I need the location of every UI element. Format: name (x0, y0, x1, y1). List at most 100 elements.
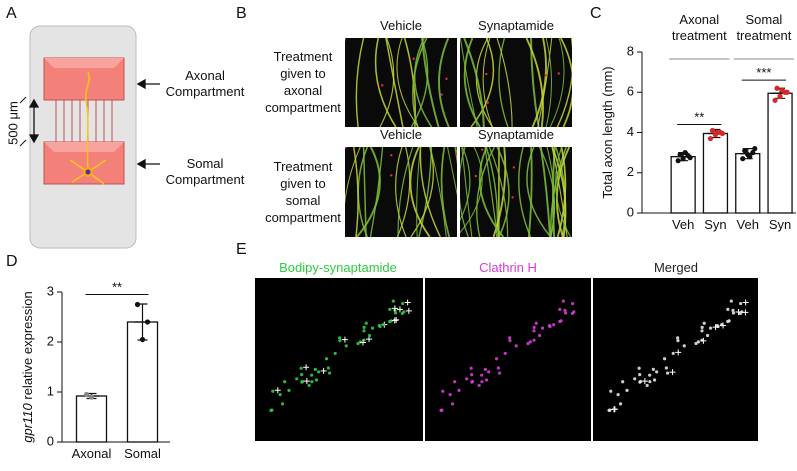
data-point (677, 152, 683, 158)
spot (494, 357, 499, 361)
fibers (460, 147, 571, 237)
axon (412, 38, 428, 127)
axon (369, 147, 384, 237)
marker (742, 309, 749, 316)
group-label: Axonal treatment (671, 12, 727, 43)
spot (512, 166, 516, 169)
spot (317, 370, 321, 374)
y-tick-label: 2 (47, 333, 54, 348)
spot (638, 373, 642, 377)
spot (676, 339, 680, 343)
axon (518, 147, 532, 237)
fibers (345, 38, 450, 127)
spot (327, 371, 332, 375)
panel-label: E (236, 241, 247, 258)
marker (320, 367, 327, 374)
marker (404, 299, 411, 306)
axon (416, 147, 421, 237)
spot (739, 301, 743, 306)
micrograph-detail (269, 299, 749, 413)
column-label: Merged (653, 260, 699, 275)
spot (532, 325, 536, 329)
data-point (675, 158, 681, 164)
column-label: Clathrin H (479, 260, 537, 275)
axon (551, 147, 567, 237)
spot (310, 380, 314, 384)
spot (485, 72, 488, 76)
spot (481, 148, 484, 151)
spot (484, 378, 489, 382)
spot (300, 373, 304, 377)
y-tick-label: 6 (627, 84, 634, 99)
y-axis-label: gpr110 relative expression (20, 291, 35, 443)
x-tick-label: Syn (704, 217, 726, 232)
spot (333, 351, 337, 356)
axon (396, 38, 419, 127)
spot (526, 341, 530, 346)
spot (561, 299, 565, 303)
spot (696, 340, 700, 344)
spot (448, 393, 452, 397)
axon (414, 38, 433, 127)
spot (558, 319, 562, 324)
marker (391, 305, 398, 312)
spot (676, 336, 680, 340)
axon (556, 147, 567, 237)
row-label: Treatment given to somal compartment (265, 159, 341, 225)
spot (283, 380, 287, 384)
spot (450, 402, 455, 406)
spot (381, 84, 384, 87)
spot (616, 393, 620, 397)
spot (310, 373, 314, 377)
marker (303, 364, 310, 371)
spot (338, 336, 342, 340)
spot (662, 357, 667, 361)
spot (307, 383, 311, 388)
spot (487, 370, 491, 374)
data-point (747, 154, 753, 160)
charts: 0 2 4 6 8 Total axon length (mm) Veh Syn Veh Syn *… (20, 43, 796, 461)
axon (379, 38, 395, 127)
spot (269, 408, 273, 412)
significance-label: ** (694, 109, 704, 124)
axon (482, 38, 493, 127)
data-point (740, 156, 746, 162)
spot (412, 57, 415, 60)
axon (409, 147, 431, 237)
spot (705, 333, 710, 338)
spot (362, 329, 366, 333)
spot (391, 299, 395, 303)
spot (544, 74, 547, 77)
marker (360, 339, 367, 346)
spot (483, 367, 487, 371)
spot (552, 323, 556, 327)
spot (548, 324, 552, 329)
data-point (707, 135, 714, 142)
column-label: Vehicle (380, 18, 422, 33)
marker (366, 336, 373, 343)
axon (454, 147, 457, 165)
spot (570, 311, 575, 316)
axon (418, 147, 433, 237)
axon (460, 147, 471, 222)
spot (313, 367, 317, 371)
data-point (144, 319, 151, 325)
bar (735, 152, 761, 214)
data-point (682, 150, 688, 156)
spot (637, 366, 641, 370)
axon (356, 147, 381, 237)
spot (441, 389, 445, 393)
spot (457, 388, 461, 393)
marker (611, 406, 618, 413)
axon (385, 38, 404, 127)
spot (563, 308, 567, 312)
marker (396, 306, 403, 313)
spot (439, 408, 443, 412)
panel-label: D (6, 253, 18, 270)
row-label: Treatment given to axonal compartment (265, 49, 341, 115)
spot (508, 339, 512, 343)
axon (353, 147, 359, 237)
spot (664, 366, 668, 370)
spot (682, 344, 686, 348)
